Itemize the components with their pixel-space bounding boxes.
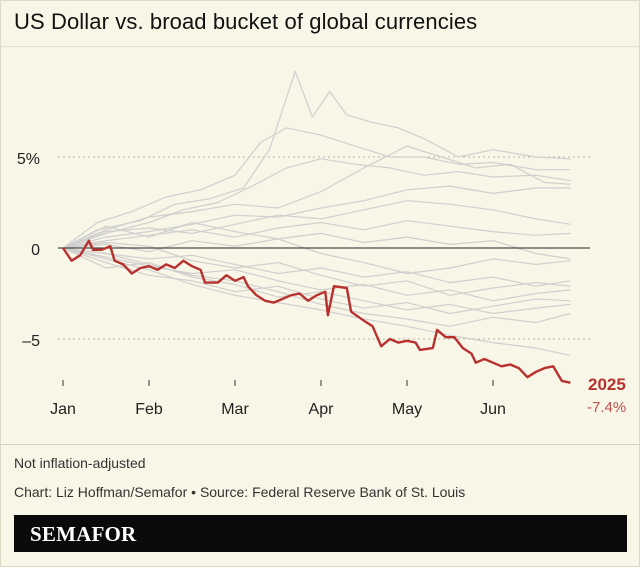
x-tick-label: Jun xyxy=(480,401,506,418)
history-series-line xyxy=(62,127,571,249)
history-series-line xyxy=(62,221,571,275)
highlight-series-value: -7.4% xyxy=(587,399,626,416)
history-series-line xyxy=(62,247,571,327)
highlight-series-group xyxy=(62,239,571,384)
history-series-line xyxy=(62,247,571,287)
chart-title: US Dollar vs. broad bucket of global cur… xyxy=(14,9,478,34)
x-tick-label: Apr xyxy=(309,401,335,418)
history-series-line xyxy=(62,145,571,249)
history-series-line xyxy=(62,232,571,260)
y-tick-label: 5% xyxy=(17,151,40,168)
brand-logo: SEMAFOR xyxy=(30,522,137,546)
x-tick-label: May xyxy=(392,401,422,418)
history-series-group xyxy=(62,70,571,356)
history-series-line xyxy=(62,247,571,315)
x-tick-label: Mar xyxy=(221,401,249,418)
highlight-series-label: 2025 xyxy=(588,375,626,394)
history-series-line xyxy=(62,185,571,249)
history-series-line xyxy=(62,247,571,356)
history-series-line xyxy=(62,247,571,315)
history-series-line xyxy=(62,70,571,249)
history-series-line xyxy=(62,200,571,249)
brand-bar: SEMAFOR xyxy=(14,515,627,552)
source-credit: Chart: Liz Hoffman/Semafor • Source: Fed… xyxy=(14,484,466,500)
x-tick-label: Feb xyxy=(135,401,163,418)
gridlines xyxy=(58,156,590,340)
y-tick-labels: 5% 0 –5 xyxy=(17,151,40,350)
history-series-line xyxy=(62,220,571,249)
line-chart: 5% 0 –5 Jan Feb Mar Apr May Jun 2025 -7.4% xyxy=(17,70,626,418)
x-tick-labels: Jan Feb Mar Apr May Jun xyxy=(50,380,506,418)
x-tick-label: Jan xyxy=(50,401,76,418)
y-tick-label: 0 xyxy=(31,242,40,259)
history-series-line xyxy=(62,158,571,249)
title-divider xyxy=(0,46,640,47)
y-tick-label: –5 xyxy=(22,333,40,350)
highlight-series-line xyxy=(62,239,571,384)
history-series-line xyxy=(62,241,571,296)
footer-divider xyxy=(0,444,640,445)
footnote: Not inflation-adjusted xyxy=(14,455,146,471)
